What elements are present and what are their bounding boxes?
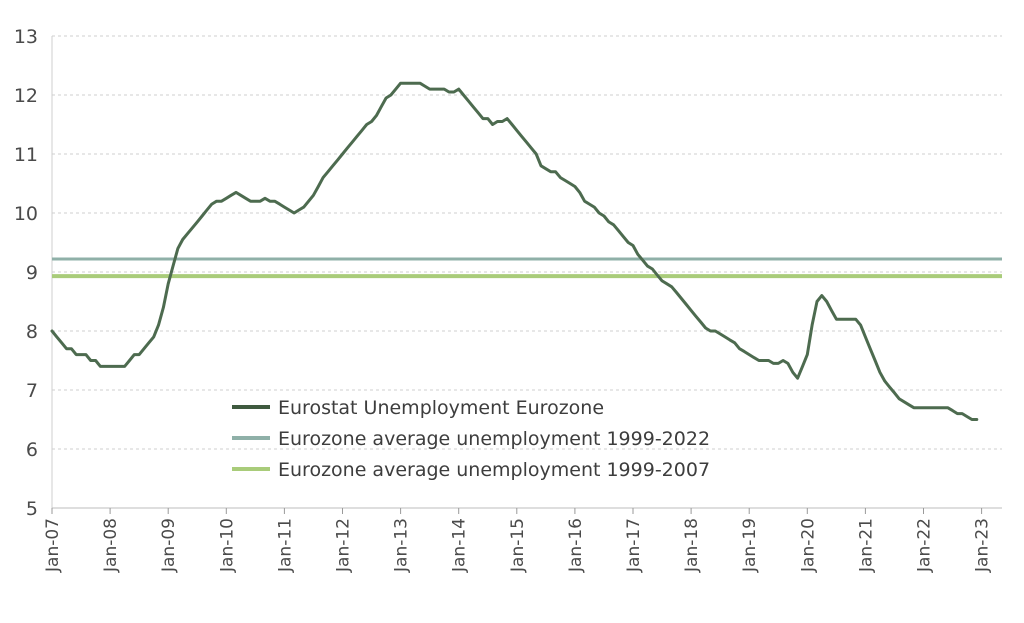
legend-item-eurostat: Eurostat Unemployment Eurozone <box>232 397 604 419</box>
y-tick-label: 5 <box>26 498 38 520</box>
y-tick-label: 10 <box>14 203 38 225</box>
x-tick-label: Jan-09 <box>159 518 179 573</box>
x-tick-label: Jan-19 <box>740 518 760 573</box>
x-tick-label: Jan-18 <box>682 518 702 573</box>
x-tick-label: Jan-21 <box>856 518 876 573</box>
reference-lines <box>52 257 1002 279</box>
unemployment-series-line <box>50 81 979 421</box>
axes <box>51 36 1002 514</box>
y-tick-label: 6 <box>26 439 38 461</box>
legend-label: Eurozone average unemployment 1999-2022 <box>278 428 710 450</box>
x-tick-label: Jan-23 <box>973 518 993 573</box>
legend: Eurostat Unemployment Eurozone Eurozone a… <box>232 397 710 481</box>
x-tick-label: Jan-14 <box>450 518 470 573</box>
x-tick-label: Jan-10 <box>217 518 237 573</box>
y-tick-label: 12 <box>14 85 38 107</box>
x-tick-label: Jan-12 <box>334 518 354 573</box>
x-tick-label: Jan-17 <box>624 518 644 573</box>
x-tick-label: Jan-07 <box>43 518 63 573</box>
y-tick-labels: 5 6 7 8 9 10 11 12 13 <box>14 26 38 520</box>
y-tick-label: 13 <box>14 26 38 48</box>
x-tick-label: Jan-16 <box>566 518 586 573</box>
gridlines <box>52 35 1002 450</box>
x-tick-label: Jan-13 <box>392 518 412 573</box>
legend-label: Eurozone average unemployment 1999-2007 <box>278 459 710 481</box>
y-tick-label: 9 <box>26 262 38 284</box>
x-tick-label: Jan-20 <box>798 518 818 573</box>
legend-item-avg-1999-2007: Eurozone average unemployment 1999-2007 <box>232 459 710 481</box>
x-tick-label: Jan-22 <box>915 518 935 573</box>
y-tick-label: 11 <box>14 144 38 166</box>
y-tick-label: 7 <box>26 380 38 402</box>
x-tick-labels: Jan-07 Jan-08 Jan-09 Jan-10 Jan-11 Jan-12 Jan-… <box>43 518 993 573</box>
x-tick-label: Jan-15 <box>508 518 528 573</box>
y-tick-label: 8 <box>26 321 38 343</box>
legend-label: Eurostat Unemployment Eurozone <box>278 397 604 419</box>
legend-item-avg-1999-2022: Eurozone average unemployment 1999-2022 <box>232 428 710 450</box>
x-tick-label: Jan-11 <box>275 518 295 573</box>
series-lines <box>50 81 979 421</box>
x-tick-label: Jan-08 <box>101 518 121 573</box>
